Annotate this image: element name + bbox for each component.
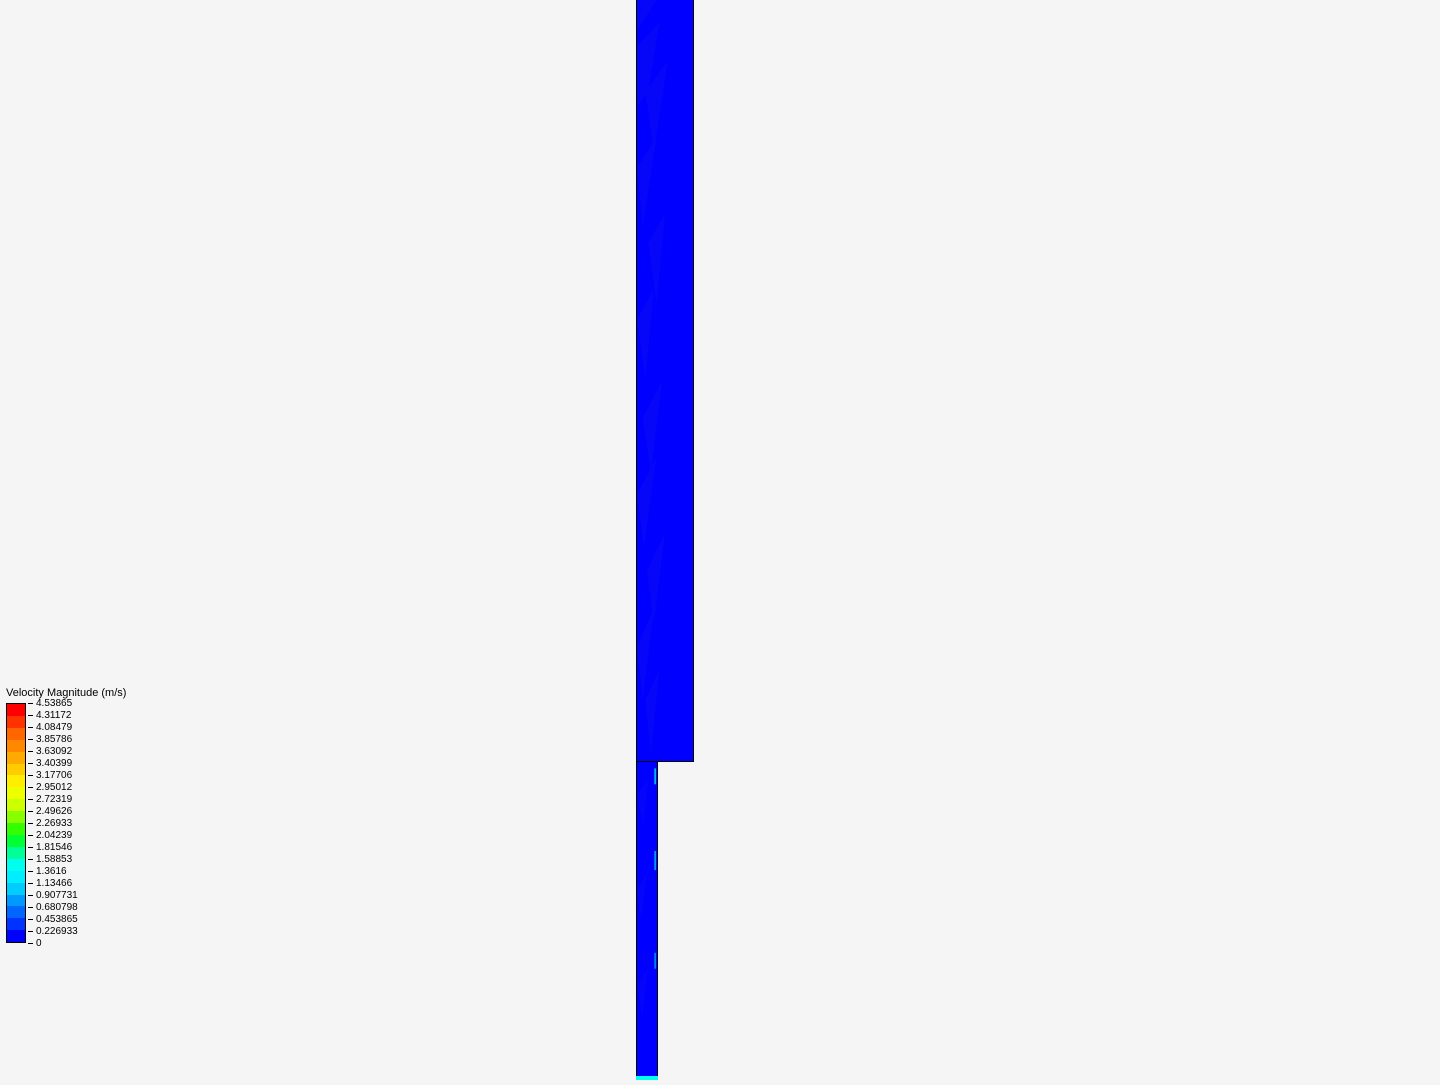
legend-swatch [7, 752, 25, 764]
lower-flow-column [636, 762, 658, 1080]
legend-swatch [7, 704, 25, 716]
legend-tick: 2.04239 [28, 830, 72, 841]
legend-tick: 0 [28, 938, 42, 949]
legend-tick: 0.453865 [28, 914, 78, 925]
legend-tick-label: 2.95012 [36, 782, 72, 793]
legend-tick-mark [28, 859, 33, 860]
legend-tick-label: 3.85786 [36, 734, 72, 745]
legend-tick: 1.3616 [28, 866, 67, 877]
legend-tick: 4.31172 [28, 710, 71, 721]
legend-tick-label: 1.13466 [36, 878, 72, 889]
legend-tick-mark [28, 763, 33, 764]
legend-tick-label: 0.680798 [36, 902, 78, 913]
legend-tick-mark [28, 775, 33, 776]
legend-tick: 3.17706 [28, 770, 72, 781]
upper-flow-column [636, 0, 694, 762]
legend-tick-mark [28, 871, 33, 872]
legend-tick-mark [28, 835, 33, 836]
legend-tick-mark [28, 811, 33, 812]
legend-swatch [7, 823, 25, 835]
legend-swatch [7, 764, 25, 776]
legend-tick-mark [28, 715, 33, 716]
legend-tick: 3.85786 [28, 734, 72, 745]
legend-swatch [7, 847, 25, 859]
legend-tick-mark [28, 739, 33, 740]
legend-tick-mark [28, 799, 33, 800]
legend-tick-label: 4.31172 [36, 710, 71, 721]
legend-tick-label: 0.907731 [36, 890, 78, 901]
legend-tick-label: 1.3616 [36, 866, 67, 877]
legend-tick-label: 2.49626 [36, 806, 72, 817]
legend-color-bar [6, 703, 26, 943]
legend-swatch [7, 895, 25, 907]
legend-tick: 2.49626 [28, 806, 72, 817]
simulation-viewport[interactable]: Velocity Magnitude (m/s) 4.538654.311724… [0, 0, 1440, 1080]
upper-column-contour [637, 0, 693, 761]
legend-tick-mark [28, 847, 33, 848]
legend-swatch [7, 740, 25, 752]
bottom-outlet-edge [636, 1076, 658, 1080]
lower-column-contour [637, 762, 657, 1080]
legend-tick: 0.226933 [28, 926, 78, 937]
legend-tick-label: 4.08479 [36, 722, 72, 733]
legend-tick: 2.72319 [28, 794, 72, 805]
legend-tick-label: 1.81546 [36, 842, 72, 853]
legend-tick: 4.08479 [28, 722, 72, 733]
legend-tick: 2.95012 [28, 782, 72, 793]
legend-tick-mark [28, 823, 33, 824]
color-legend: Velocity Magnitude (m/s) 4.538654.311724… [6, 687, 126, 943]
legend-tick: 0.907731 [28, 890, 78, 901]
legend-swatch [7, 906, 25, 918]
legend-swatch [7, 787, 25, 799]
legend-tick: 4.53865 [28, 698, 72, 709]
legend-tick-label: 1.58853 [36, 854, 72, 865]
legend-tick-mark [28, 919, 33, 920]
legend-tick-label: 0 [36, 938, 42, 949]
legend-tick-mark [28, 907, 33, 908]
legend-tick: 2.26933 [28, 818, 72, 829]
legend-swatch [7, 811, 25, 823]
legend-swatch [7, 835, 25, 847]
legend-tick-label: 2.26933 [36, 818, 72, 829]
legend-tick-label: 4.53865 [36, 698, 72, 709]
legend-tick-mark [28, 727, 33, 728]
legend-tick-label: 0.226933 [36, 926, 78, 937]
legend-tick-mark [28, 703, 33, 704]
legend-swatch [7, 859, 25, 871]
legend-bar-wrap: 4.538654.311724.084793.857863.630923.403… [6, 703, 126, 943]
legend-tick-mark [28, 787, 33, 788]
legend-tick-mark [28, 751, 33, 752]
legend-tick-label: 3.40399 [36, 758, 72, 769]
legend-tick: 1.81546 [28, 842, 72, 853]
legend-tick: 1.13466 [28, 878, 72, 889]
legend-tick: 3.40399 [28, 758, 72, 769]
legend-tick-mark [28, 883, 33, 884]
legend-tick-label: 2.72319 [36, 794, 72, 805]
legend-swatch [7, 883, 25, 895]
legend-tick: 1.58853 [28, 854, 72, 865]
legend-swatch [7, 775, 25, 787]
legend-tick-label: 0.453865 [36, 914, 78, 925]
legend-tick-mark [28, 895, 33, 896]
legend-swatch [7, 918, 25, 930]
legend-swatch [7, 930, 25, 942]
legend-tick-mark [28, 943, 33, 944]
legend-swatch [7, 728, 25, 740]
legend-tick-mark [28, 931, 33, 932]
legend-tick-label: 2.04239 [36, 830, 72, 841]
legend-swatch [7, 871, 25, 883]
legend-tick-label: 3.63092 [36, 746, 72, 757]
legend-tick-label: 3.17706 [36, 770, 72, 781]
legend-tick: 3.63092 [28, 746, 72, 757]
legend-swatch [7, 799, 25, 811]
legend-swatch [7, 716, 25, 728]
legend-tick: 0.680798 [28, 902, 78, 913]
